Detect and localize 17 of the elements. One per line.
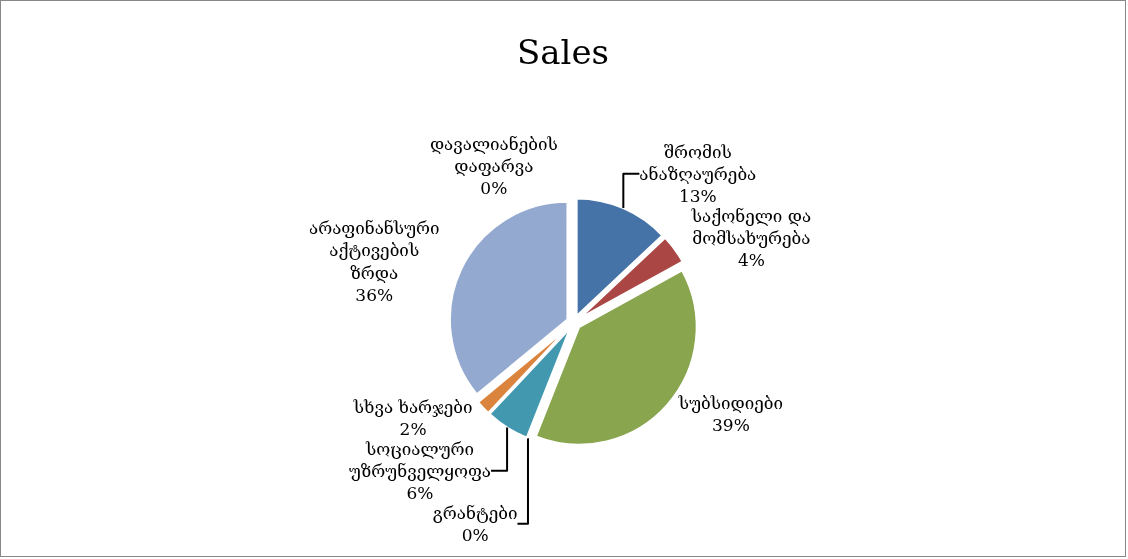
category-label: დავალიანების დაფარვა [429,133,558,176]
data-label: 6% [406,482,434,503]
text: 0% [480,177,508,198]
slice-label: სოციალური უზრუნველყოფა [348,438,492,481]
category-label: გრანტები [432,502,518,523]
data-label: 39% [712,415,750,436]
slice-label: სხვა ხარჯები [352,396,473,417]
slice-label: შრომის ანაზღაურება [639,141,757,184]
slice-label: საქონელი და მომსახურება [690,205,812,249]
data-label: 36% [355,284,394,305]
slice-label: სუბსიდიები [677,392,783,413]
data-label: 2% [399,418,427,439]
slice-label: არაფინანსური აქტივების ზრდა [308,218,440,283]
data-label: 4% [737,250,765,271]
chart-title: Sales [516,31,610,72]
text: 0% [461,524,489,545]
data-label: 13% [678,185,717,206]
